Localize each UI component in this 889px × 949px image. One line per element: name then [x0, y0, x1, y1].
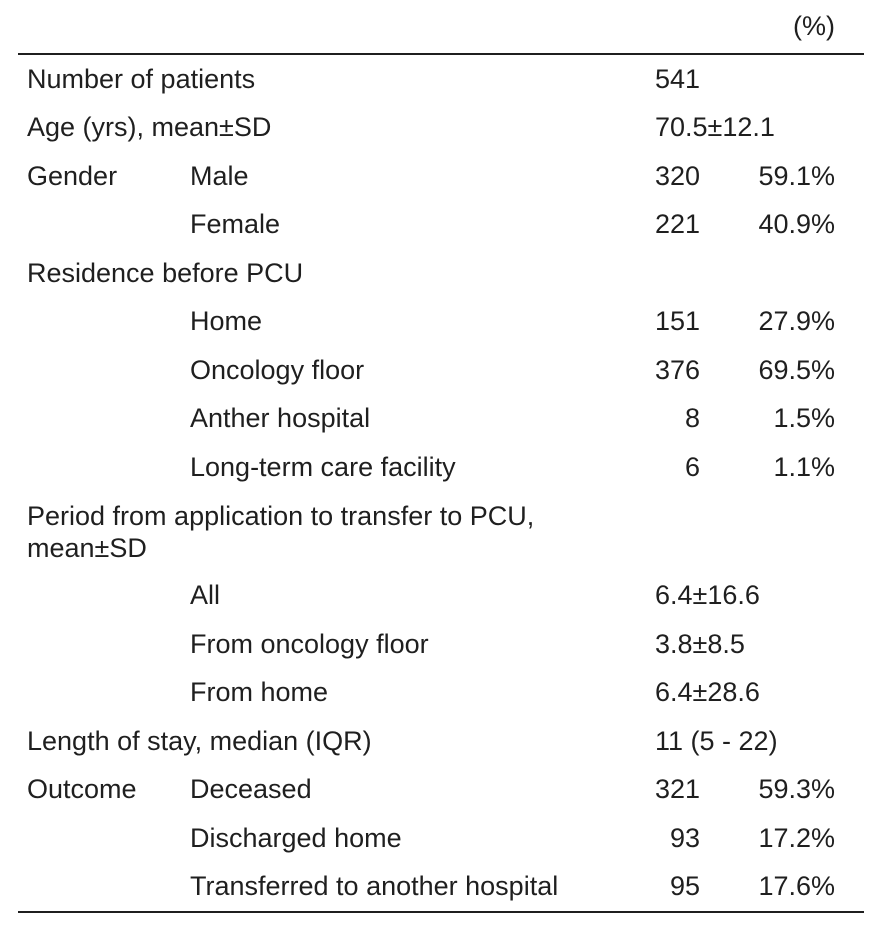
- count-cell: 320: [655, 160, 701, 191]
- table-body: Number of patients 541 Age (yrs), mean±S…: [18, 55, 864, 913]
- percent-column-header: (%): [793, 11, 835, 41]
- row-category: Outcome: [27, 774, 137, 805]
- table-row-number-of-patients: Number of patients 541: [18, 55, 864, 104]
- percent-cell: 17.2%: [758, 822, 835, 853]
- percent-cell: 17.6%: [758, 871, 835, 902]
- table-row-period-heading: Period from application to transfer to P…: [18, 492, 864, 572]
- count-cell: 221: [655, 209, 701, 240]
- percent-cell: 1.1%: [773, 451, 835, 482]
- count-cell: 376: [655, 354, 701, 385]
- row-label: Number of patients: [27, 63, 256, 94]
- row-label: Transferred to another hospital: [190, 871, 559, 902]
- row-label: Oncology floor: [190, 354, 365, 385]
- row-label: Male: [190, 160, 249, 191]
- row-label: Discharged home: [190, 822, 402, 853]
- count-cell: 151: [655, 306, 701, 337]
- percent-cell: 1.5%: [773, 403, 835, 434]
- percent-cell: 59.3%: [758, 774, 835, 805]
- table-row-outcome-deceased: Outcome Deceased 321 59.3%: [18, 766, 864, 815]
- value-cell: 541: [655, 63, 701, 94]
- table-row-period-from-home: From home 6.4±28.6: [18, 669, 864, 718]
- row-label: Long-term care facility: [190, 451, 456, 482]
- count-cell: 95: [669, 871, 700, 902]
- table-header-row: (%): [18, 0, 864, 55]
- count-cell: 321: [655, 774, 701, 805]
- percent-cell: 40.9%: [758, 209, 835, 240]
- count-cell: 6: [684, 451, 700, 482]
- row-label: Age (yrs), mean±SD: [27, 112, 272, 143]
- table-row-age: Age (yrs), mean±SD 70.5±12.1: [18, 104, 864, 153]
- patient-characteristics-table: (%) Number of patients 541 Age (yrs), me…: [18, 0, 864, 913]
- row-label: Home: [190, 306, 263, 337]
- value-cell: 11 (5 - 22): [655, 725, 778, 756]
- table-row-outcome-discharged-home: Discharged home 93 17.2%: [18, 814, 864, 863]
- table-row-gender-male: Gender Male 320 59.1%: [18, 152, 864, 201]
- value-cell: 3.8±8.5: [655, 628, 745, 659]
- row-label: From home: [190, 677, 329, 708]
- table-row-residence-heading: Residence before PCU: [18, 249, 864, 298]
- count-cell: 93: [669, 822, 700, 853]
- table-row-outcome-transferred: Transferred to another hospital 95 17.6%: [18, 863, 864, 912]
- row-category: Gender: [27, 160, 118, 191]
- row-label: Anther hospital: [190, 403, 371, 434]
- table-row-residence-home: Home 151 27.9%: [18, 298, 864, 347]
- percent-cell: 69.5%: [758, 354, 835, 385]
- row-label: From oncology floor: [190, 628, 429, 659]
- table-row-residence-oncology-floor: Oncology floor 376 69.5%: [18, 346, 864, 395]
- row-label: Residence before PCU: [27, 257, 304, 288]
- value-cell: 6.4±28.6: [655, 677, 760, 708]
- table-row-gender-female: Female 221 40.9%: [18, 201, 864, 250]
- percent-cell: 27.9%: [758, 306, 835, 337]
- table-row-period-from-oncology-floor: From oncology floor 3.8±8.5: [18, 620, 864, 669]
- table-row-residence-another-hospital: Anther hospital 8 1.5%: [18, 395, 864, 444]
- count-cell: 8: [684, 403, 700, 434]
- table-row-length-of-stay: Length of stay, median (IQR) 11 (5 - 22): [18, 717, 864, 766]
- row-label: Period from application to transfer to P…: [27, 500, 535, 563]
- row-label: Female: [190, 209, 281, 240]
- table-row-residence-long-term-care: Long-term care facility 6 1.1%: [18, 443, 864, 492]
- row-label: Deceased: [190, 774, 312, 805]
- row-label: Length of stay, median (IQR): [27, 725, 372, 756]
- percent-cell: 59.1%: [758, 160, 835, 191]
- value-cell: 6.4±16.6: [655, 580, 760, 611]
- value-cell: 70.5±12.1: [655, 112, 775, 143]
- row-label: All: [190, 580, 221, 611]
- table-row-period-all: All 6.4±16.6: [18, 572, 864, 621]
